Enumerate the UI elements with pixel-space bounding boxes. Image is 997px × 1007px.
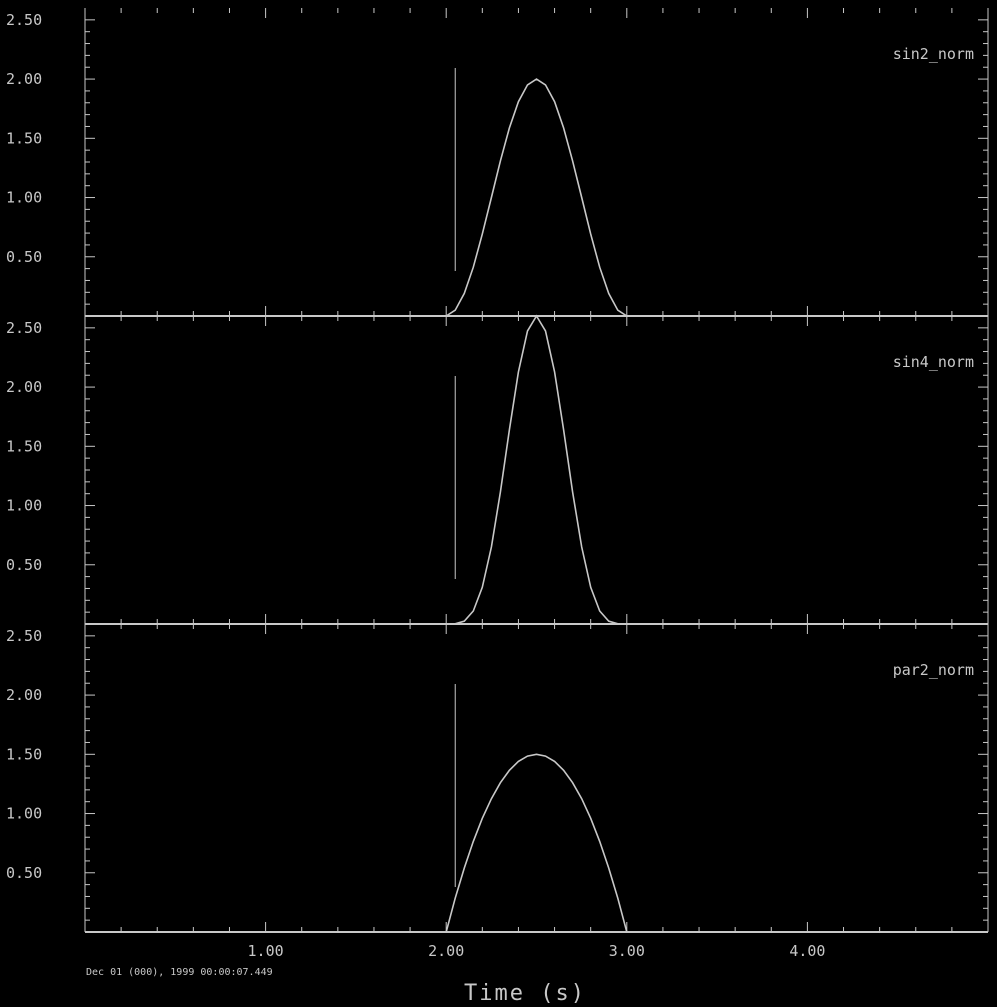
y-tick-label: 2.00 (6, 70, 42, 88)
panels-group: 2.50 2.00 1.50 1.00 0.50 sin2_norm 2.50 2.00 1.5… (6, 8, 989, 960)
series-label-par2_norm: par2_norm (893, 661, 974, 679)
y-tick-label: 2.50 (6, 319, 42, 337)
series-line-sin2_norm (85, 78, 988, 317)
y-tick-label: 1.50 (6, 745, 42, 763)
panel-sin4_norm: 2.50 2.00 1.50 1.00 0.50 sin4_norm (6, 314, 989, 625)
x-tick-label: 4.00 (789, 942, 825, 960)
footer-timestamp: Dec 01 (000), 1999 00:00:07.449 (86, 967, 273, 978)
y-tick-label: 2.00 (6, 686, 42, 704)
panel-par2_norm: 2.50 2.00 1.50 1.00 0.50 par2_norm 1.00 2.00 3.0… (6, 624, 989, 960)
y-tick-label: 1.50 (6, 437, 42, 455)
x-tick-label: 1.00 (248, 942, 284, 960)
y-tick-label: 0.50 (6, 864, 42, 882)
series-label-sin2_norm: sin2_norm (893, 45, 974, 63)
series-line-sin4_norm (85, 314, 988, 625)
x-tick-label: 2.00 (428, 942, 464, 960)
y-tick-label: 0.50 (6, 556, 42, 574)
y-tick-label: 1.50 (6, 129, 42, 147)
panel-sin2_norm: 2.50 2.00 1.50 1.00 0.50 sin2_norm (6, 8, 989, 317)
y-tick-label: 1.00 (6, 189, 42, 207)
series-line-par2_norm (85, 753, 988, 933)
series-label-sin4_norm: sin4_norm (893, 353, 974, 371)
y-tick-label: 1.00 (6, 497, 42, 515)
y-tick-label: 1.00 (6, 805, 42, 823)
y-tick-label: 2.00 (6, 378, 42, 396)
y-tick-label: 2.50 (6, 627, 42, 645)
y-tick-label: 0.50 (6, 248, 42, 266)
x-tick-label: 3.00 (609, 942, 645, 960)
y-tick-label: 2.50 (6, 11, 42, 29)
x-axis-label: Time (s) (464, 981, 586, 1006)
